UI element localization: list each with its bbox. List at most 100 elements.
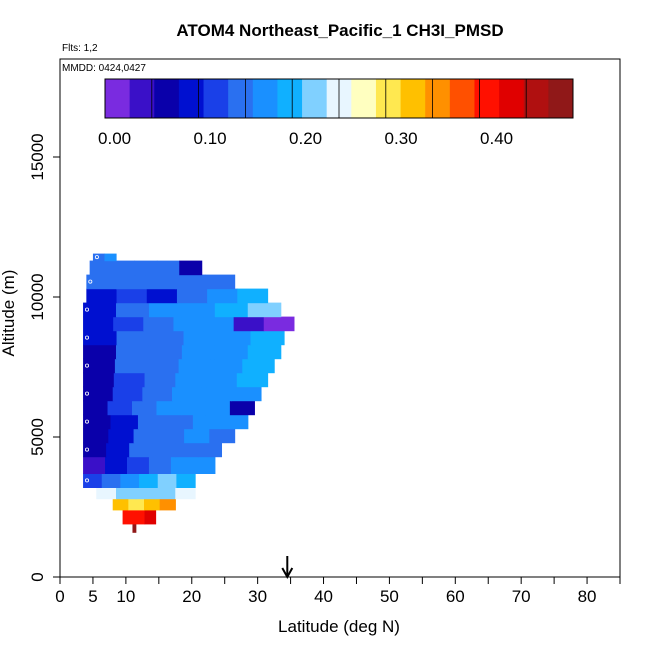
colorbar-tick-label: 0.40 bbox=[480, 129, 513, 148]
heatmap-cell bbox=[133, 428, 160, 444]
colorbar: 0.00 0.10 0.20 0.30 0.40 bbox=[98, 78, 574, 148]
colorbar-swatch bbox=[178, 79, 205, 118]
colorbar-frame bbox=[104, 78, 574, 119]
heatmap-cell bbox=[89, 260, 113, 276]
heatmap-cell bbox=[128, 498, 145, 511]
heatmap-cell bbox=[203, 316, 235, 332]
x-tick-label: 20 bbox=[182, 587, 201, 606]
heatmap-cell bbox=[83, 372, 115, 388]
latitude-arrow-marker bbox=[281, 556, 294, 580]
heatmap-cell bbox=[148, 456, 172, 474]
heatmap-cell bbox=[134, 260, 158, 276]
colorbar-swatch bbox=[302, 79, 328, 118]
heatmap-cell bbox=[122, 509, 135, 525]
heatmap-cell bbox=[83, 428, 109, 444]
heatmap-cell bbox=[210, 358, 243, 374]
heatmap-cell bbox=[112, 260, 136, 276]
heatmap-cell bbox=[214, 302, 249, 318]
heatmap-cell bbox=[116, 302, 150, 318]
heatmap-cell bbox=[172, 386, 203, 402]
x-tick-label: 80 bbox=[578, 587, 597, 606]
heatmap-cell bbox=[145, 274, 176, 290]
colorbar-swatch bbox=[351, 79, 377, 118]
sample-marker bbox=[88, 279, 93, 284]
heatmap-cell bbox=[175, 487, 196, 500]
colorbar-swatch bbox=[277, 79, 303, 118]
heatmap-cell bbox=[152, 442, 176, 458]
heatmap-cell bbox=[148, 302, 183, 318]
x-tick-label: 10 bbox=[116, 587, 135, 606]
x-axis: 0 5 10 20 30 40 50 60 70 80 bbox=[55, 577, 621, 606]
heatmap-cell bbox=[242, 358, 275, 374]
heatmap-cell bbox=[116, 330, 151, 346]
chart-title: ATOM4 Northeast_Pacific_1 CH3I_PMSD bbox=[176, 21, 503, 40]
heatmap-cell bbox=[112, 386, 143, 402]
heatmap-cell bbox=[192, 456, 216, 474]
heatmap-cell bbox=[220, 414, 249, 430]
heatmap-cell bbox=[247, 302, 282, 318]
heatmap-cell bbox=[214, 344, 249, 360]
colorbar-swatch bbox=[252, 79, 278, 118]
heatmap-cell bbox=[263, 316, 295, 332]
heatmap-cell bbox=[120, 473, 140, 488]
heatmap-cell bbox=[175, 372, 207, 388]
colorbar-swatch bbox=[425, 79, 451, 118]
heatmap-cell bbox=[179, 260, 203, 276]
heatmap-cell bbox=[175, 442, 199, 458]
sample-marker bbox=[85, 307, 90, 312]
heatmap-cell bbox=[139, 473, 159, 488]
colorbar-tick-label: 0.30 bbox=[385, 129, 418, 148]
heatmap-cell bbox=[101, 473, 121, 488]
sample-marker bbox=[85, 335, 90, 340]
heatmap-cell bbox=[113, 316, 144, 332]
heatmap-cell bbox=[229, 400, 255, 416]
x-tick-label: 5 bbox=[88, 587, 97, 606]
heatmap-cells bbox=[83, 253, 295, 533]
x-tick-label: 50 bbox=[380, 587, 399, 606]
heatmap-cell bbox=[236, 372, 269, 388]
heatmap-cell bbox=[205, 400, 231, 416]
heatmap-cell bbox=[126, 456, 150, 474]
arrow-head bbox=[281, 567, 294, 580]
x-tick-label: 60 bbox=[446, 587, 465, 606]
heatmap-cell bbox=[233, 316, 265, 332]
heatmap-cell bbox=[157, 473, 177, 488]
colorbar-swatch bbox=[548, 79, 574, 118]
heatmap-cell bbox=[116, 487, 137, 500]
x-tick-label: 30 bbox=[248, 587, 267, 606]
heatmap-cell bbox=[83, 330, 118, 346]
heatmap-cell bbox=[143, 316, 175, 332]
heatmap-cell bbox=[110, 414, 139, 430]
heatmap-cell bbox=[116, 274, 147, 290]
sample-marker bbox=[85, 391, 90, 396]
heatmap-cell bbox=[156, 260, 180, 276]
heatmap-cell bbox=[156, 400, 182, 416]
heatmap-cell bbox=[180, 400, 207, 416]
heatmap-cell bbox=[181, 344, 216, 360]
heatmap-cell bbox=[159, 498, 176, 511]
heatmap-cell bbox=[175, 274, 206, 290]
heatmap-cell bbox=[247, 344, 282, 360]
heatmap-cell bbox=[142, 386, 173, 402]
colorbar-tick-label: 0.10 bbox=[194, 129, 227, 148]
heatmap-cell bbox=[116, 344, 150, 360]
heatmap-cell bbox=[86, 288, 118, 304]
heatmap-cell bbox=[114, 358, 148, 374]
heatmap-cell bbox=[83, 358, 116, 374]
sample-marker bbox=[85, 419, 90, 424]
y-tick-label: 5000 bbox=[28, 418, 47, 456]
x-axis-label: Latitude (deg N) bbox=[278, 617, 400, 636]
heatmap-cell bbox=[198, 442, 223, 458]
heatmap-cell bbox=[83, 414, 112, 430]
heatmap-cell bbox=[83, 456, 106, 474]
heatmap-cell bbox=[96, 487, 117, 500]
heatmap-cell bbox=[192, 414, 221, 430]
heatmap-cell bbox=[165, 414, 194, 430]
heatmap-cell bbox=[144, 509, 157, 525]
heatmap-cell bbox=[83, 302, 117, 318]
heatmap-cell bbox=[158, 428, 185, 444]
heatmap-cell bbox=[184, 428, 210, 444]
y-axis-label: Altitude (m) bbox=[0, 270, 18, 357]
heatmap-cell bbox=[83, 386, 114, 402]
heatmap-cell bbox=[144, 498, 161, 511]
